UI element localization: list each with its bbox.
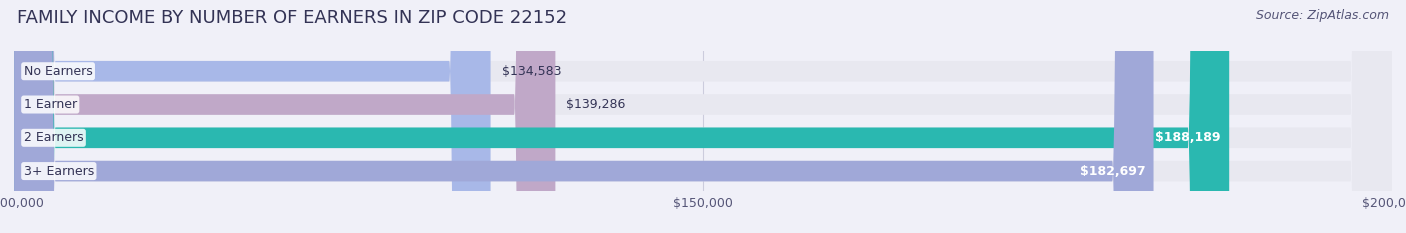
- Text: FAMILY INCOME BY NUMBER OF EARNERS IN ZIP CODE 22152: FAMILY INCOME BY NUMBER OF EARNERS IN ZI…: [17, 9, 567, 27]
- FancyBboxPatch shape: [14, 0, 555, 233]
- Text: 3+ Earners: 3+ Earners: [24, 164, 94, 178]
- Text: $188,189: $188,189: [1156, 131, 1220, 144]
- FancyBboxPatch shape: [14, 0, 1229, 233]
- FancyBboxPatch shape: [14, 0, 1392, 233]
- FancyBboxPatch shape: [14, 0, 1153, 233]
- Text: 2 Earners: 2 Earners: [24, 131, 83, 144]
- Text: No Earners: No Earners: [24, 65, 93, 78]
- Text: $139,286: $139,286: [567, 98, 626, 111]
- FancyBboxPatch shape: [14, 0, 491, 233]
- FancyBboxPatch shape: [14, 0, 1392, 233]
- Text: 1 Earner: 1 Earner: [24, 98, 77, 111]
- Text: $134,583: $134,583: [502, 65, 561, 78]
- Text: $182,697: $182,697: [1080, 164, 1146, 178]
- FancyBboxPatch shape: [14, 0, 1392, 233]
- Text: Source: ZipAtlas.com: Source: ZipAtlas.com: [1256, 9, 1389, 22]
- FancyBboxPatch shape: [14, 0, 1392, 233]
